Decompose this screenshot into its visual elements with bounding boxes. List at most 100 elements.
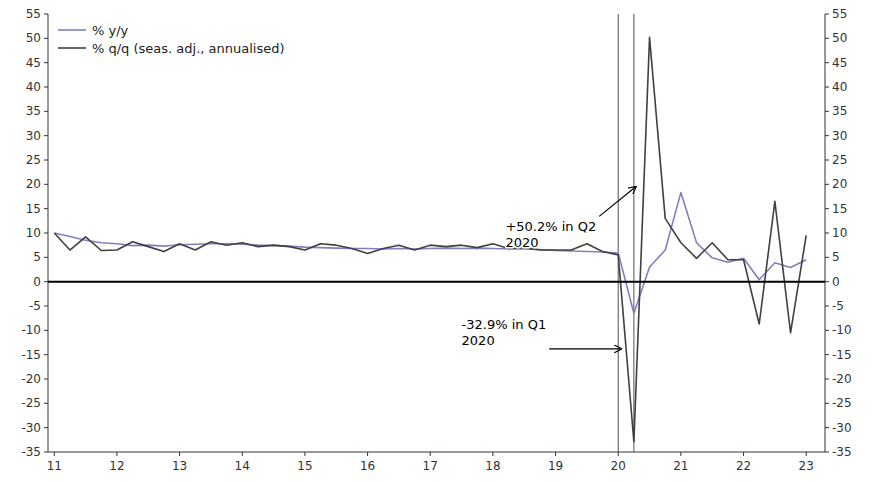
y-tick-label: 10	[26, 226, 41, 240]
x-tick-label: 17	[423, 459, 438, 473]
y-tick-label: -5	[29, 299, 41, 313]
y2-tick-label: 0	[832, 275, 840, 289]
y2-tick-label: 20	[832, 177, 847, 191]
y2-tick	[825, 257, 829, 258]
y-tick	[44, 452, 48, 453]
y2-tick	[825, 184, 829, 185]
x-tick-label: 11	[47, 459, 62, 473]
x-tick	[806, 452, 807, 456]
chart: 11121314151617181920212223-35-30-25-20-1…	[0, 0, 873, 482]
annotation-line: -32.9% in Q1	[462, 317, 547, 332]
x-tick	[430, 452, 431, 456]
y2-tick	[825, 14, 829, 15]
x-tick-label: 16	[360, 459, 375, 473]
y-tick	[44, 257, 48, 258]
y-tick-label: 40	[26, 80, 41, 94]
x-tick	[179, 452, 180, 456]
x-tick	[618, 452, 619, 456]
x-tick-label: 22	[736, 459, 751, 473]
plot-area	[48, 14, 825, 452]
zero-line	[48, 281, 825, 283]
y-tick	[44, 306, 48, 307]
x-tick	[555, 452, 556, 456]
y2-tick-label: 40	[832, 80, 847, 94]
annotation-arrow	[549, 348, 621, 349]
y-tick	[44, 208, 48, 209]
y2-tick	[825, 233, 829, 234]
y2-tick-label: -10	[832, 323, 852, 337]
y-tick	[44, 14, 48, 15]
y-tick	[44, 160, 48, 161]
y2-tick-label: -25	[832, 396, 852, 410]
y-tick	[44, 135, 48, 136]
legend-label: % y/y	[92, 23, 129, 38]
y-tick-label: 20	[26, 177, 41, 191]
legend-swatch	[58, 29, 86, 31]
annotation-arrow	[599, 187, 636, 217]
x-tick	[680, 452, 681, 456]
y2-tick	[825, 330, 829, 331]
x-tick-label: 13	[172, 459, 187, 473]
y2-tick	[825, 427, 829, 428]
y2-tick	[825, 379, 829, 380]
legend-swatch	[58, 47, 86, 49]
y2-tick-label: -20	[832, 372, 852, 386]
y2-tick-label: 10	[832, 226, 847, 240]
y2-tick	[825, 281, 829, 282]
y2-tick	[825, 354, 829, 355]
axes	[48, 14, 825, 452]
y-tick	[44, 233, 48, 234]
y-tick	[44, 281, 48, 282]
vertical-reference-line	[618, 14, 619, 452]
x-tick	[54, 452, 55, 456]
y-tick	[44, 38, 48, 39]
y2-tick	[825, 38, 829, 39]
y-tick-label: -25	[21, 396, 41, 410]
x-tick-label: 12	[109, 459, 124, 473]
y-tick-label: -10	[21, 323, 41, 337]
x-tick	[304, 452, 305, 456]
y-tick-label: 5	[33, 250, 41, 264]
annotation-text: +50.2% in Q22020	[505, 219, 596, 250]
y2-tick	[825, 452, 829, 453]
y2-tick-label: -30	[832, 421, 852, 435]
annotation-line: +50.2% in Q2	[505, 219, 596, 234]
x-tick	[492, 452, 493, 456]
y-tick	[44, 87, 48, 88]
y-tick	[44, 184, 48, 185]
y2-tick	[825, 208, 829, 209]
y2-tick-label: -35	[832, 445, 852, 459]
y-tick	[44, 354, 48, 355]
y2-tick	[825, 111, 829, 112]
y-tick-label: 30	[26, 129, 41, 143]
annotation: -32.9% in Q12020	[462, 317, 622, 349]
y-tick-label: 25	[26, 153, 41, 167]
y2-tick-label: 55	[832, 7, 847, 21]
legend-label: % q/q (seas. adj., annualised)	[92, 41, 285, 56]
x-tick-label: 14	[235, 459, 250, 473]
ticks: 11121314151617181920212223-35-30-25-20-1…	[21, 7, 851, 473]
annotations: +50.2% in Q22020-32.9% in Q12020	[462, 187, 636, 349]
y-tick-label: 55	[26, 7, 41, 21]
y-tick-label: 50	[26, 31, 41, 45]
x-tick-label: 15	[297, 459, 312, 473]
y-tick-label: 0	[33, 275, 41, 289]
y2-tick-label: 25	[832, 153, 847, 167]
y2-tick	[825, 62, 829, 63]
x-tick-label: 21	[673, 459, 688, 473]
page: {"chart_data": { "type": "line", "x": [2…	[0, 0, 873, 482]
y2-tick-label: 35	[832, 104, 847, 118]
series-line	[54, 193, 806, 314]
annotation-text: -32.9% in Q12020	[462, 317, 547, 348]
x-tick	[116, 452, 117, 456]
y2-tick	[825, 87, 829, 88]
y-tick-label: -30	[21, 421, 41, 435]
y-tick-label: -35	[21, 445, 41, 459]
legend: % y/y % q/q (seas. adj., annualised)	[58, 23, 285, 56]
y2-tick-label: -5	[832, 299, 844, 313]
annotation-line: 2020	[462, 333, 495, 348]
x-tick	[242, 452, 243, 456]
x-tick-label: 19	[548, 459, 563, 473]
y2-tick-label: 45	[832, 56, 847, 70]
x-tick-label: 23	[799, 459, 814, 473]
